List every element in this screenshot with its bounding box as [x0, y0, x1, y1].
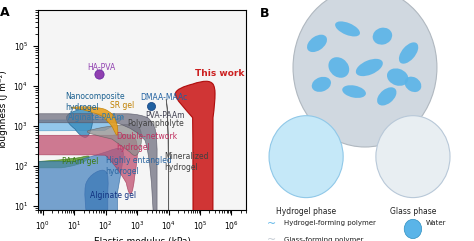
Text: Highly entangled
hydrogel: Highly entangled hydrogel: [106, 156, 172, 176]
Text: Polyampholyte: Polyampholyte: [128, 119, 184, 128]
Text: This work: This work: [195, 69, 245, 78]
Ellipse shape: [0, 134, 137, 194]
Ellipse shape: [342, 85, 366, 98]
Ellipse shape: [66, 109, 93, 137]
Text: PAAm gel: PAAm gel: [62, 157, 98, 166]
Text: PVA-PAAm: PVA-PAAm: [145, 111, 184, 120]
Text: Nanocomposite
hydrogel: Nanocomposite hydrogel: [65, 92, 125, 112]
Ellipse shape: [0, 116, 124, 241]
Ellipse shape: [85, 170, 108, 241]
Ellipse shape: [0, 148, 123, 241]
Text: Water: Water: [426, 220, 447, 226]
Ellipse shape: [373, 28, 392, 45]
Ellipse shape: [356, 59, 383, 76]
Circle shape: [269, 116, 343, 198]
Ellipse shape: [307, 35, 327, 52]
Y-axis label: Toughness (J m⁻²): Toughness (J m⁻²): [0, 70, 8, 149]
Ellipse shape: [377, 87, 396, 106]
Ellipse shape: [0, 114, 157, 241]
Text: DMAA-MAAc: DMAA-MAAc: [140, 93, 188, 102]
Ellipse shape: [328, 57, 349, 78]
Ellipse shape: [87, 124, 142, 155]
Ellipse shape: [166, 99, 171, 241]
Circle shape: [376, 116, 450, 198]
Text: Double-network
hydrogel: Double-network hydrogel: [117, 132, 178, 152]
Text: HA-PVA: HA-PVA: [87, 63, 115, 72]
Text: Alginate gel: Alginate gel: [90, 191, 136, 200]
Text: Glass-forming polymer: Glass-forming polymer: [284, 237, 364, 241]
Ellipse shape: [0, 156, 89, 170]
Text: SR gel: SR gel: [110, 101, 135, 110]
Text: Alginate-PAAm: Alginate-PAAm: [68, 113, 125, 122]
Ellipse shape: [405, 77, 421, 92]
Text: Hydrogel phase: Hydrogel phase: [276, 207, 336, 216]
Ellipse shape: [312, 77, 331, 92]
Ellipse shape: [71, 107, 118, 135]
Circle shape: [293, 0, 437, 147]
Text: ~: ~: [267, 235, 276, 241]
Ellipse shape: [399, 42, 418, 64]
Ellipse shape: [175, 81, 215, 241]
Text: Hydrogel-forming polymer: Hydrogel-forming polymer: [284, 220, 376, 226]
Text: A: A: [0, 6, 10, 19]
Text: ~: ~: [267, 219, 276, 228]
Text: Mineralized
hydrogel: Mineralized hydrogel: [164, 152, 209, 172]
Text: B: B: [260, 7, 270, 20]
X-axis label: Elastic modulus (kPa): Elastic modulus (kPa): [94, 237, 191, 241]
Text: Glass phase: Glass phase: [390, 207, 436, 216]
Circle shape: [404, 219, 422, 239]
Ellipse shape: [335, 21, 360, 36]
Ellipse shape: [387, 68, 409, 86]
